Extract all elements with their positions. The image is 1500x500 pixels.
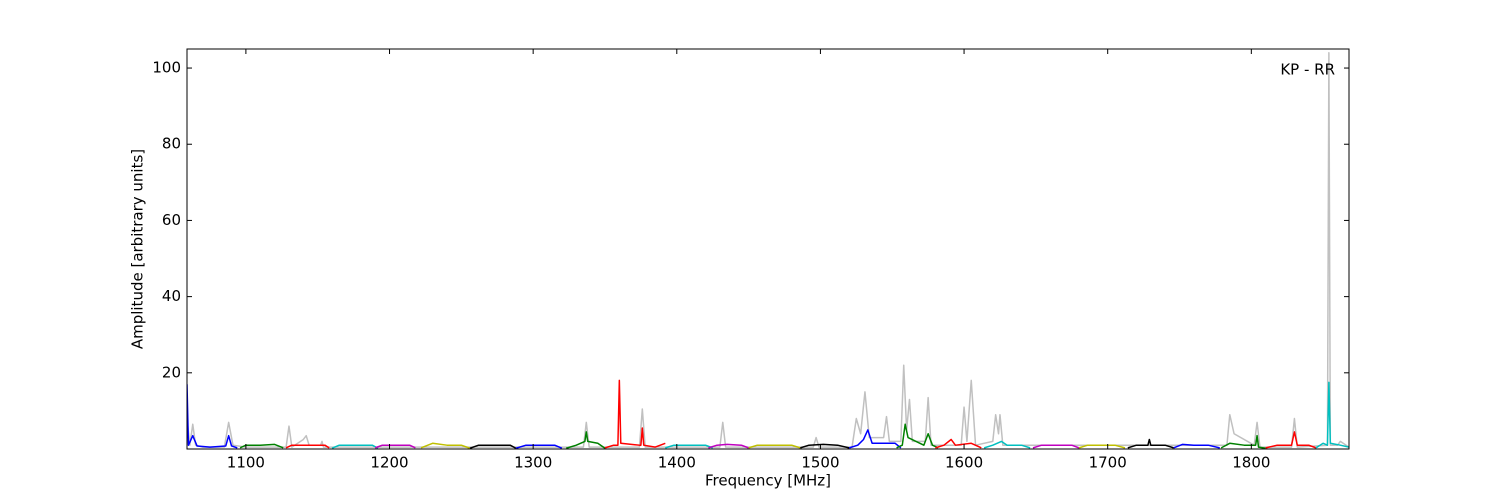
x-tick-label: 1800 (1232, 454, 1270, 472)
y-tick-label: 60 (162, 211, 181, 229)
x-tick-label: 1300 (514, 454, 552, 472)
spectrum-line (708, 443, 749, 449)
spectrum-line (420, 442, 471, 449)
spectrum-line (1173, 443, 1220, 449)
spectrum-line (896, 423, 939, 449)
x-tick-label: 1100 (227, 454, 265, 472)
spectrum-line (1032, 444, 1080, 449)
spectrum-line (331, 444, 379, 449)
spectrum-line (604, 379, 666, 449)
spectrum-line (800, 443, 850, 449)
spectrum-line (239, 443, 284, 449)
spectrum-line (665, 444, 713, 449)
x-tick-label: 1700 (1089, 454, 1127, 472)
x-axis-label: Frequency [MHz] (705, 472, 831, 490)
spectrum-line (848, 429, 902, 449)
spectrum-line (374, 444, 416, 449)
spectrum-line (983, 440, 1031, 449)
spectrum-line (1078, 444, 1126, 449)
spectrum-line (1127, 438, 1174, 449)
axes-frame (186, 48, 1350, 450)
spectrum-line (1220, 434, 1266, 449)
spectrum-line (565, 431, 606, 449)
y-tick-label: 100 (152, 59, 181, 77)
y-tick-label: 80 (162, 135, 181, 153)
x-tick-label: 1500 (801, 454, 839, 472)
spectrum-line (1265, 431, 1317, 449)
y-axis-label: Amplitude [arbitrary units] (129, 149, 147, 349)
spectrum-line (1315, 381, 1349, 449)
x-tick-label: 1400 (658, 454, 696, 472)
plot-area (187, 52, 1349, 449)
spectrum-line (515, 444, 563, 449)
spectrum-line (935, 438, 982, 449)
spectrum-line (469, 444, 517, 449)
y-tick-label: 40 (162, 287, 181, 305)
x-tick-label: 1200 (370, 454, 408, 472)
spectrum-line (187, 384, 238, 449)
spectrum-line (285, 444, 330, 449)
spectrum-line (187, 52, 1349, 448)
spectrum-line (748, 444, 801, 449)
x-tick-label: 1600 (945, 454, 983, 472)
y-tick-label: 20 (162, 363, 181, 381)
annotation: KP - RR (1280, 61, 1335, 79)
